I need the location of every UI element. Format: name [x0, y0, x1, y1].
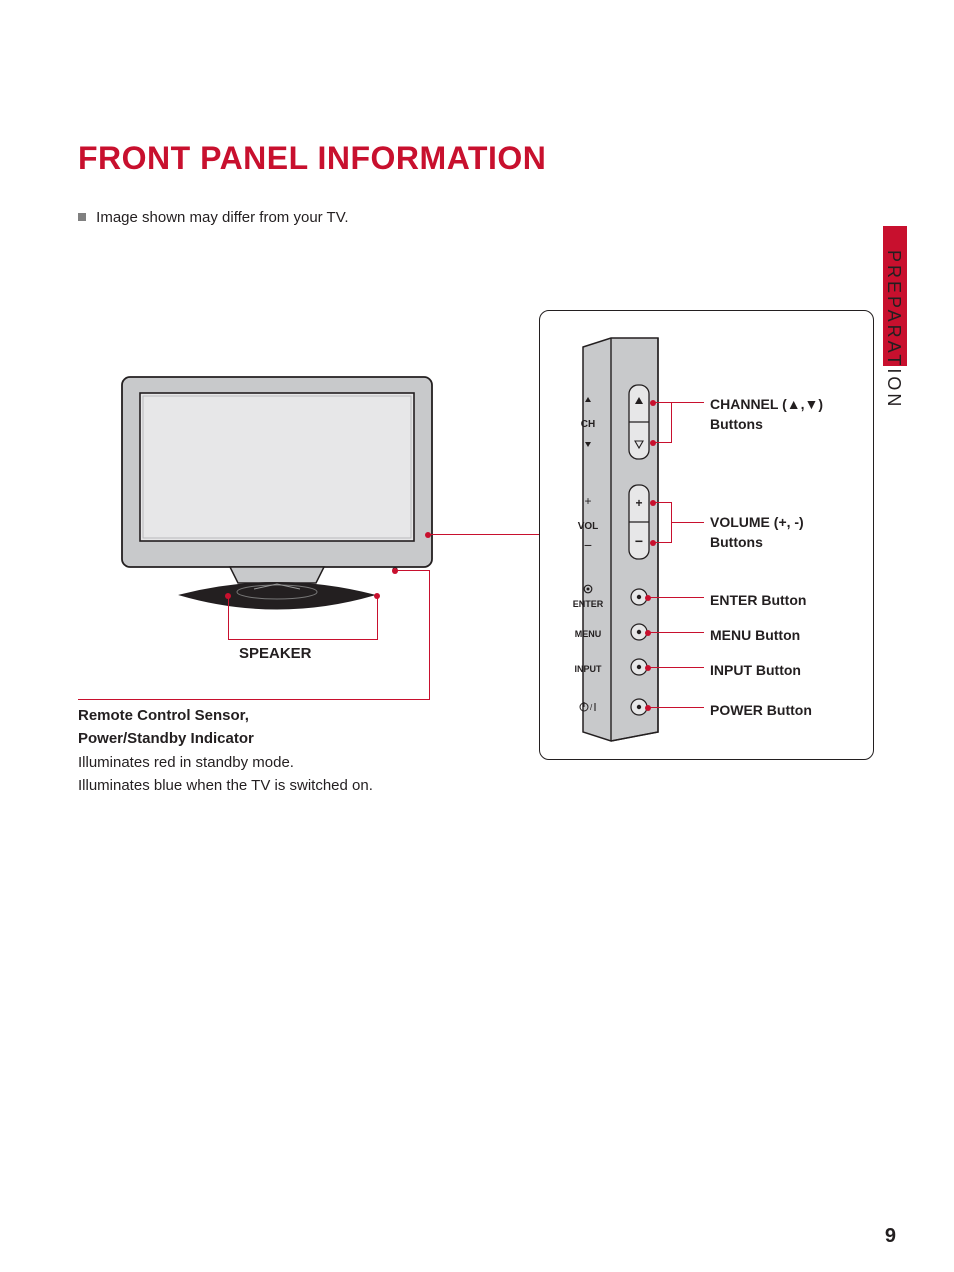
- channel-callout: CHANNEL (▲,▼)Buttons: [710, 394, 823, 435]
- svg-text:VOL: VOL: [578, 521, 599, 532]
- ch-text: CH: [581, 419, 595, 430]
- sensor-line2: Illuminates blue when the TV is switched…: [78, 774, 373, 797]
- svg-text:+: +: [635, 496, 642, 510]
- leader-line: [650, 667, 704, 668]
- leader-line: [654, 402, 704, 403]
- svg-text:INPUT: INPUT: [575, 664, 603, 674]
- menu-callout: MENU Button: [710, 625, 800, 645]
- volume-callout: VOLUME (+, -)Buttons: [710, 512, 804, 553]
- note-text: Image shown may differ from your TV.: [96, 209, 348, 226]
- note-line: Image shown may differ from your TV.: [78, 209, 349, 226]
- leader-line: [228, 639, 378, 640]
- bullet-icon: [78, 213, 86, 221]
- svg-text:−: −: [635, 533, 643, 549]
- leader-line: [429, 570, 430, 700]
- leader-line: [650, 707, 704, 708]
- leader-line: [654, 542, 672, 543]
- sensor-subtitle: Power/Standby Indicator: [78, 727, 373, 750]
- leader-line: [377, 598, 378, 640]
- svg-text:ENTER: ENTER: [573, 599, 604, 609]
- svg-text:MENU: MENU: [575, 629, 602, 639]
- leader-line: [395, 570, 430, 571]
- leader-line: [228, 598, 229, 640]
- sensor-line1: Illuminates red in standby mode.: [78, 751, 373, 774]
- leader-line: [671, 402, 672, 443]
- leader-line: [430, 534, 539, 535]
- sensor-description: Remote Control Sensor, Power/Standby Ind…: [78, 704, 373, 797]
- leader-line: [650, 597, 704, 598]
- section-label: PREPARATION: [883, 250, 904, 409]
- speaker-label: SPEAKER: [239, 645, 312, 662]
- sensor-title: Remote Control Sensor,: [78, 704, 373, 727]
- power-callout: POWER Button: [710, 700, 812, 720]
- leader-line: [654, 442, 672, 443]
- leader-line: [654, 502, 672, 503]
- leader-line: [78, 699, 430, 700]
- leader-line: [671, 522, 704, 523]
- input-callout: INPUT Button: [710, 660, 801, 680]
- svg-text:−: −: [584, 537, 592, 553]
- tv-illustration: [120, 375, 440, 635]
- leader-line: [650, 632, 704, 633]
- page-title: FRONT PANEL INFORMATION: [78, 140, 546, 177]
- enter-callout: ENTER Button: [710, 590, 806, 610]
- page-number: 9: [885, 1225, 896, 1248]
- svg-text:+: +: [584, 494, 591, 508]
